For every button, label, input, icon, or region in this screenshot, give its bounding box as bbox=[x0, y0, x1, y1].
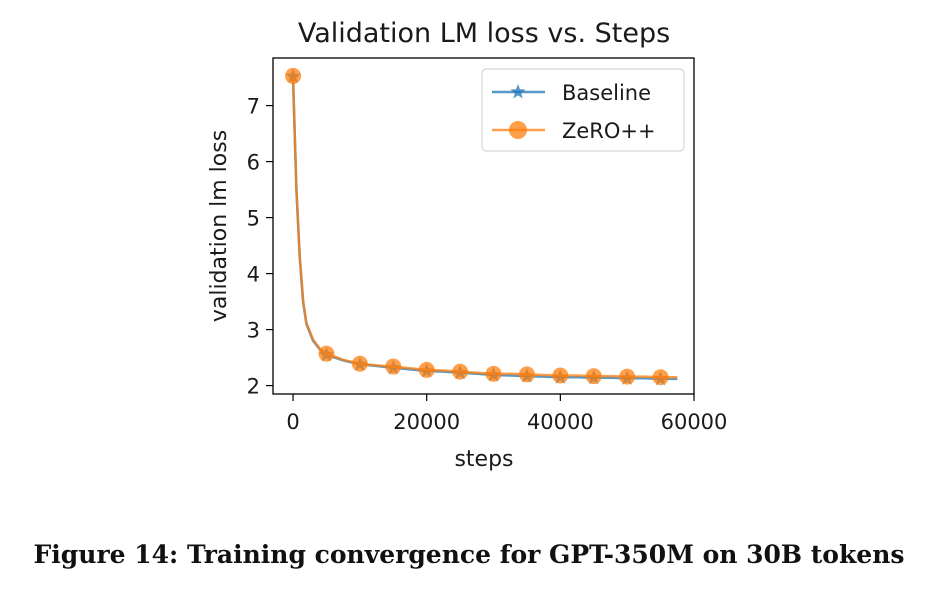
legend: Baseline ZeRO++ bbox=[481, 68, 685, 152]
y-tick-label-3: 5 bbox=[247, 207, 260, 231]
y-tick-label-5: 7 bbox=[247, 95, 260, 119]
point-zero-3 bbox=[385, 358, 402, 375]
point-zero-4 bbox=[418, 361, 435, 378]
point-zero-6 bbox=[485, 365, 502, 382]
y-axis-label: validation lm loss bbox=[207, 130, 232, 322]
point-zero-10 bbox=[619, 368, 636, 385]
point-zero-0 bbox=[285, 67, 302, 84]
point-zero-9 bbox=[585, 368, 602, 385]
axes: 0 20000 40000 60000 2 3 4 5 6 7 bbox=[247, 95, 728, 434]
chart-title: Validation LM loss vs. Steps bbox=[298, 18, 670, 49]
y-tick-label-2: 4 bbox=[247, 263, 260, 287]
figure-caption: Figure 14: Training convergence for GPT-… bbox=[33, 540, 905, 569]
x-tick-label-2: 40000 bbox=[527, 410, 594, 434]
x-axis-label: steps bbox=[454, 447, 513, 472]
point-zero-1 bbox=[318, 345, 335, 362]
legend-label-zero: ZeRO++ bbox=[562, 119, 656, 143]
plot-frame bbox=[272, 57, 695, 395]
point-zero-11 bbox=[652, 369, 669, 386]
point-zero-8 bbox=[552, 367, 569, 384]
legend-marker-baseline-star bbox=[510, 84, 526, 99]
plot-area bbox=[285, 67, 678, 386]
x-tick-label-1: 20000 bbox=[393, 410, 460, 434]
legend-label-baseline: Baseline bbox=[562, 81, 651, 105]
y-tick-label-0: 2 bbox=[247, 375, 260, 399]
point-zero-2 bbox=[351, 355, 368, 372]
y-tick-label-4: 6 bbox=[247, 151, 260, 175]
point-zero-5 bbox=[452, 363, 469, 380]
y-tick-label-1: 3 bbox=[247, 319, 260, 343]
legend-marker-zero-circle bbox=[509, 121, 527, 139]
point-zero-7 bbox=[518, 366, 535, 383]
x-tick-label-3: 60000 bbox=[661, 410, 728, 434]
x-tick-label-0: 0 bbox=[286, 410, 299, 434]
